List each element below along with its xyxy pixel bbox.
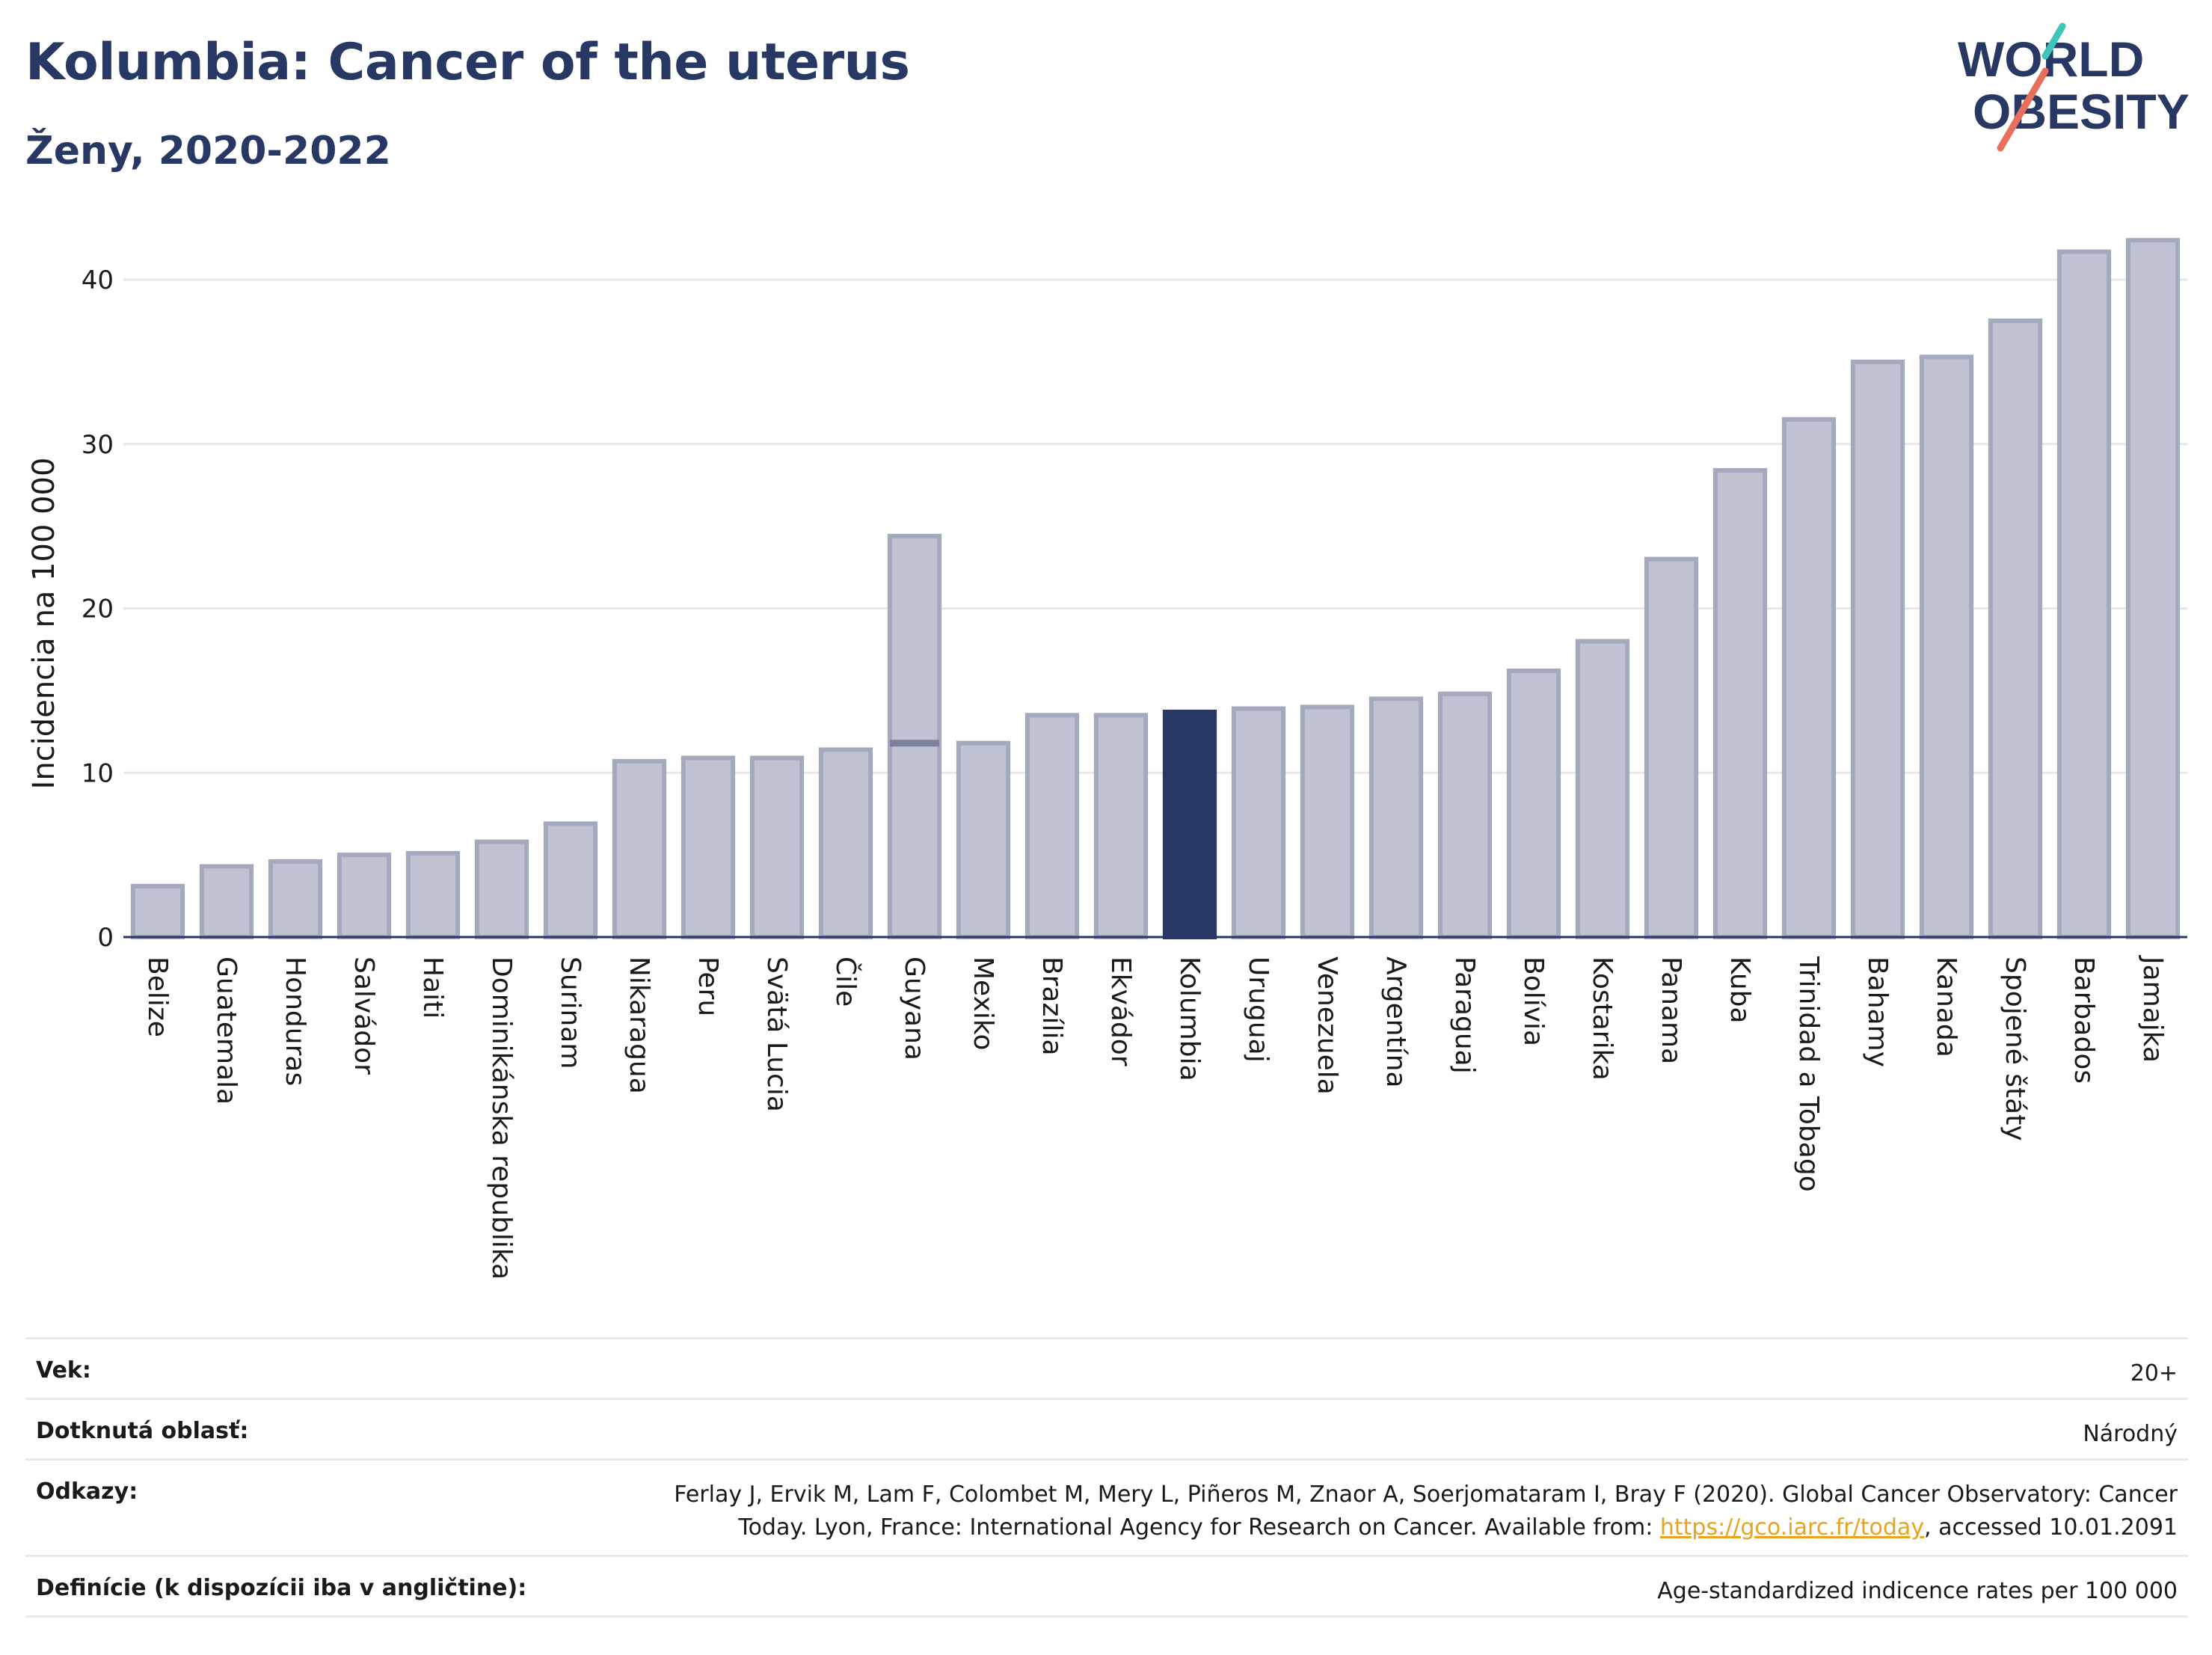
logo-slash-teal <box>2042 22 2066 60</box>
bar <box>887 533 942 939</box>
x-tick-label: Kolumbia <box>1174 957 1205 1081</box>
x-tick-label: Barbados <box>2068 957 2099 1084</box>
bar <box>681 755 736 939</box>
x-tick-label: Brazília <box>1036 957 1067 1056</box>
references-link[interactable]: https://gco.iarc.fr/today <box>1659 1514 1925 1541</box>
references-value: Ferlay J, Ervik M, Lam F, Colombet M, Me… <box>674 1479 2178 1544</box>
bar <box>1300 704 1355 939</box>
references-line-2: Today. Lyon, France: International Agenc… <box>738 1514 1660 1541</box>
bar <box>405 850 461 939</box>
bar <box>1781 417 1837 939</box>
bar <box>1437 691 1493 940</box>
bar <box>1368 696 1424 939</box>
bar <box>1644 556 1699 939</box>
x-tick-label: Mexiko <box>968 957 998 1050</box>
bar-chart: 0 10 20 30 40 Incidencia na 100 000 Belize Guat… <box>27 238 2187 1280</box>
x-tick-label: Guatemala <box>211 957 242 1105</box>
bar <box>1093 713 1149 940</box>
metadata-table: Vek: 20+ Dotknutá oblasť: Národný Odkazy… <box>25 1337 2188 1618</box>
age-label: Vek: <box>36 1357 91 1384</box>
x-tick-label: Spojené štáty <box>2000 957 2030 1141</box>
bar <box>2125 238 2181 939</box>
bar <box>1850 359 1905 939</box>
references-label: Odkazy: <box>36 1479 138 1505</box>
x-tick-label: Panama <box>1656 957 1686 1064</box>
x-tick-label: Trinidad a Tobago <box>1793 956 1824 1192</box>
x-tick-label: Argentína <box>1380 957 1411 1088</box>
y-tick-label: 10 <box>82 758 114 788</box>
x-tick-label: Haiti <box>417 957 448 1019</box>
bar <box>2056 249 2112 939</box>
bar <box>1988 318 2043 939</box>
bar <box>543 821 598 940</box>
y-tick-label: 0 <box>97 923 114 953</box>
x-tick-label: Svätá Lucia <box>761 957 792 1112</box>
y-tick-label: 20 <box>82 595 114 624</box>
meta-row-definitions: Definície (k dispozícii iba v angličtine… <box>25 1555 2188 1618</box>
bar <box>199 864 254 939</box>
y-tick-label: 40 <box>82 265 114 295</box>
x-tick-label: Jamajka <box>2137 955 2168 1063</box>
age-value: 20+ <box>2130 1360 2178 1387</box>
meta-row-area: Dotknutá oblasť: Národný <box>25 1398 2188 1458</box>
bar <box>130 883 185 939</box>
chart-title: Kolumbia: Cancer of the uterus <box>25 33 910 92</box>
bar <box>749 755 805 939</box>
bar <box>268 859 323 940</box>
x-tick-label: Surinam <box>555 957 586 1069</box>
bar <box>1506 669 1561 939</box>
bar <box>1575 639 1630 939</box>
y-axis-label: Incidencia na 100 000 <box>27 458 61 790</box>
x-tick-label: Dominikánska republika <box>486 957 517 1280</box>
bar <box>818 747 873 939</box>
logo-slash-red <box>1997 67 2049 152</box>
x-tick-label: Kostarika <box>1587 957 1617 1081</box>
references-accessed: , accessed 10.01.2091 <box>1924 1514 2178 1541</box>
bar <box>1712 467 1768 939</box>
x-tick-label: Kanada <box>1931 957 1961 1057</box>
x-tick-label: Bahamy <box>1862 957 1893 1067</box>
bar-highlighted <box>1162 709 1217 939</box>
x-tick-label: Ekvádor <box>1105 957 1136 1066</box>
x-tick-label: Bolívia <box>1518 957 1549 1046</box>
references-line-1: Ferlay J, Ervik M, Lam F, Colombet M, Me… <box>674 1481 2178 1508</box>
definitions-value: Age-standardized indicence rates per 100… <box>1657 1578 2178 1604</box>
x-tick-label: Guyana <box>899 957 930 1060</box>
x-tick-label: Nikaragua <box>624 957 654 1094</box>
x-tick-label: Uruguaj <box>1243 957 1274 1063</box>
x-tick-label: Venezuela <box>1312 957 1342 1095</box>
world-obesity-logo: WORLD OBESITY <box>1958 22 2190 152</box>
x-tick-label: Kuba <box>1724 957 1755 1024</box>
chart-subtitle: Ženy, 2020-2022 <box>25 129 391 174</box>
bar <box>1024 713 1080 940</box>
x-tick-label: Salvádor <box>348 957 379 1075</box>
bar <box>337 853 392 939</box>
meta-row-references: Odkazy: Ferlay J, Ervik M, Lam F, Colomb… <box>25 1458 2188 1555</box>
definitions-label: Definície (k dispozícii iba v angličtine… <box>36 1575 527 1601</box>
bar <box>1231 706 1286 939</box>
y-tick-label: 30 <box>82 430 114 460</box>
bar <box>474 839 529 940</box>
bar <box>956 740 1011 939</box>
x-tick-label: Peru <box>692 957 723 1016</box>
area-label: Dotknutá oblasť: <box>36 1418 249 1444</box>
x-tick-label: Belize <box>142 957 173 1037</box>
bar <box>612 758 667 939</box>
x-tick-label: Honduras <box>280 957 310 1086</box>
bar <box>1919 354 1974 940</box>
area-value: Národný <box>2083 1421 2178 1447</box>
x-tick-label: Paraguaj <box>1449 957 1480 1074</box>
x-tick-label: Čile <box>830 957 861 1007</box>
meta-row-age: Vek: 20+ <box>25 1337 2188 1398</box>
